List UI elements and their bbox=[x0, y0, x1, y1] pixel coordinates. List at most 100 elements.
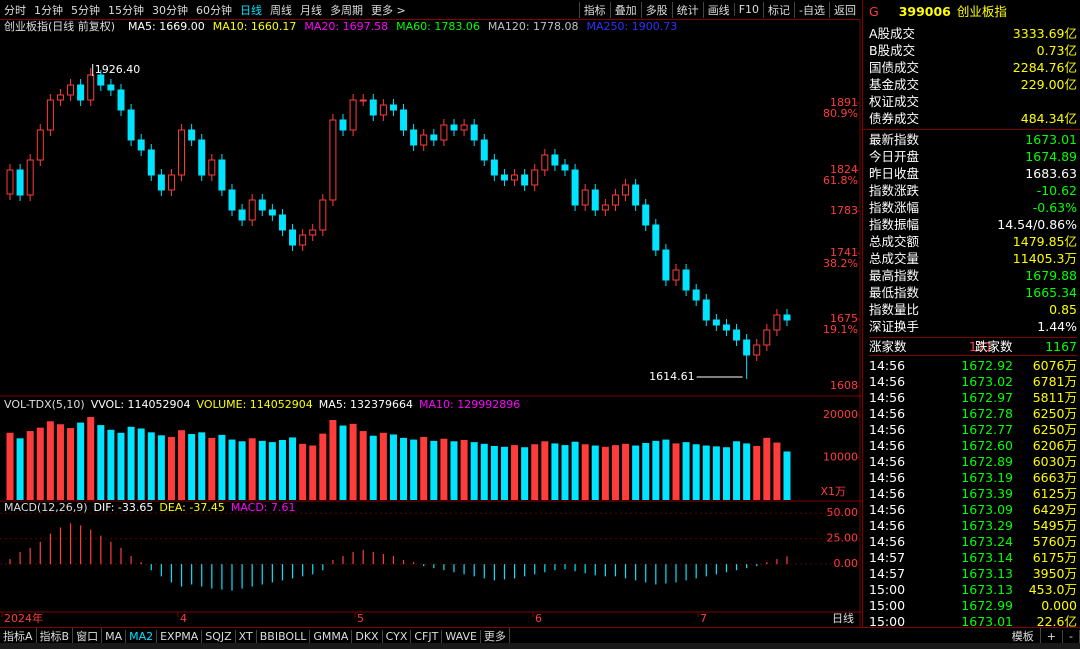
indicator-tab[interactable]: SQJZ bbox=[202, 629, 236, 643]
tool-button[interactable]: 标记 bbox=[763, 1, 794, 18]
volume-bar bbox=[127, 426, 135, 500]
price-tick-label: 1675 bbox=[830, 312, 858, 325]
tick-time: 14:56 bbox=[869, 486, 906, 501]
volume-bar bbox=[420, 437, 428, 500]
turnover-row: 国债成交 2284.76亿 bbox=[869, 59, 1077, 76]
tab-control[interactable]: - bbox=[1063, 629, 1080, 643]
down-count: 1167 bbox=[1045, 339, 1077, 354]
turnover-row: B股成交 0.73亿 bbox=[869, 42, 1077, 59]
tool-button[interactable]: 叠加 bbox=[609, 1, 641, 18]
candle-body bbox=[278, 214, 286, 231]
period-button[interactable]: 多周期 bbox=[330, 3, 363, 17]
tick-volume: 3950万 bbox=[1032, 566, 1077, 581]
stat-row: 总成交额 1479.85亿 bbox=[869, 233, 1077, 250]
stat-value: 1683.63 bbox=[1025, 166, 1077, 181]
stat-row: 指数量比 0.85 bbox=[869, 301, 1077, 318]
volume-bar bbox=[67, 428, 75, 500]
tool-button[interactable]: F10 bbox=[733, 3, 763, 16]
period-button[interactable]: 60分钟 bbox=[196, 3, 232, 17]
period-button[interactable]: 周线 bbox=[270, 3, 292, 17]
candle-body bbox=[410, 129, 418, 146]
candle-body bbox=[712, 319, 720, 326]
period-button[interactable]: 1分钟 bbox=[34, 3, 63, 17]
volume-bar bbox=[36, 427, 44, 500]
stat-label: 最低指数 bbox=[869, 285, 920, 300]
ma-legend: MA20: 1697.58 bbox=[304, 20, 388, 33]
indicator-tab[interactable]: 窗口 bbox=[73, 628, 103, 644]
indicator-tab[interactable]: 更多 bbox=[481, 628, 510, 644]
candle-body bbox=[268, 209, 276, 216]
indicator-tab[interactable]: CYX bbox=[383, 629, 412, 643]
period-button[interactable]: 5分钟 bbox=[71, 3, 100, 17]
tab-control[interactable]: 模板 bbox=[1006, 628, 1041, 644]
volume-bar bbox=[692, 444, 700, 500]
tab-control[interactable]: + bbox=[1041, 629, 1064, 643]
volume-bar bbox=[773, 442, 781, 500]
volume-legend: VVOL: 114052904 bbox=[91, 398, 191, 411]
volume-bar bbox=[601, 446, 609, 500]
candle-body bbox=[561, 164, 569, 171]
period-button[interactable]: 日线 bbox=[240, 3, 262, 17]
tick-price: 1672.60 bbox=[961, 438, 1013, 453]
indicator-tab[interactable]: 指标A bbox=[0, 628, 37, 644]
volume-bar bbox=[783, 451, 791, 500]
stat-label: 昨日收盘 bbox=[869, 166, 920, 181]
macd-legend: DIF: -33.65 bbox=[94, 501, 154, 514]
volume-bar bbox=[178, 430, 186, 500]
tool-button[interactable]: 指标 bbox=[578, 1, 610, 18]
period-button[interactable]: 分时 bbox=[4, 3, 26, 17]
period-button[interactable]: 30分钟 bbox=[152, 3, 188, 17]
stat-value: 1.44% bbox=[1037, 319, 1077, 334]
tool-button[interactable]: 统计 bbox=[671, 1, 703, 18]
volume-bar bbox=[218, 434, 226, 500]
indicator-tab[interactable]: BBIBOLL bbox=[257, 629, 311, 643]
candle-body bbox=[16, 169, 24, 196]
indicator-tab[interactable]: XT bbox=[236, 629, 257, 643]
period-button[interactable]: 月线 bbox=[300, 3, 322, 17]
indicator-tab[interactable]: MA bbox=[102, 629, 127, 643]
down-label: 跌家数 bbox=[975, 339, 1013, 354]
period-button[interactable]: 更多 > bbox=[371, 3, 406, 17]
period-button[interactable]: 15分钟 bbox=[108, 3, 144, 17]
volume-bar bbox=[289, 437, 297, 500]
tool-button[interactable]: -自选 bbox=[794, 1, 829, 18]
tick-price: 1673.02 bbox=[961, 374, 1013, 389]
indicator-tab[interactable]: DKX bbox=[352, 629, 383, 643]
up-label: 涨家数 bbox=[869, 339, 907, 354]
volume-bar bbox=[682, 442, 690, 500]
turnover-row: 基金成交 229.00亿 bbox=[869, 76, 1077, 93]
index-code: 399006 bbox=[898, 4, 951, 19]
tick-time: 14:56 bbox=[869, 422, 906, 437]
tick-price: 1673.01 bbox=[961, 614, 1013, 629]
candle-body bbox=[571, 169, 579, 206]
volume-bar bbox=[470, 442, 478, 500]
candle-body bbox=[208, 159, 216, 176]
indicator-tab[interactable]: EXPMA bbox=[157, 629, 203, 643]
tick-volume: 5760万 bbox=[1032, 534, 1077, 549]
volume-bar bbox=[87, 417, 95, 500]
volume-bar bbox=[440, 438, 448, 500]
volume-bar bbox=[26, 431, 34, 500]
volume-bar bbox=[702, 445, 710, 500]
candle-body bbox=[56, 94, 64, 101]
indicator-tab[interactable]: MA2 bbox=[126, 629, 158, 643]
indicator-tab[interactable]: 指标B bbox=[37, 628, 74, 644]
indicator-tab[interactable]: CFJT bbox=[411, 629, 443, 643]
stat-value: 11405.3万 bbox=[1012, 251, 1077, 266]
date-label: 4 bbox=[180, 612, 187, 625]
indicator-tab[interactable]: WAVE bbox=[442, 629, 481, 643]
indicator-tab[interactable]: GMMA bbox=[310, 629, 353, 643]
tick-time: 14:57 bbox=[869, 550, 906, 565]
tick-time: 14:56 bbox=[869, 470, 906, 485]
volume-legend: VOL-TDX(5,10) bbox=[4, 398, 85, 411]
tick-volume: 6781万 bbox=[1032, 374, 1077, 389]
candle-body bbox=[672, 269, 680, 281]
tick-row: 14:56 1672.78 6250万 bbox=[869, 405, 1077, 422]
tool-button[interactable]: 画线 bbox=[702, 1, 734, 18]
turnover-row: 债券成交 484.34亿 bbox=[869, 110, 1077, 127]
tool-button[interactable]: 多股 bbox=[640, 1, 672, 18]
tick-time: 14:56 bbox=[869, 390, 906, 405]
volume-bar bbox=[561, 445, 569, 500]
volume-bar bbox=[248, 438, 256, 500]
tool-button[interactable]: 返回 bbox=[829, 1, 860, 18]
